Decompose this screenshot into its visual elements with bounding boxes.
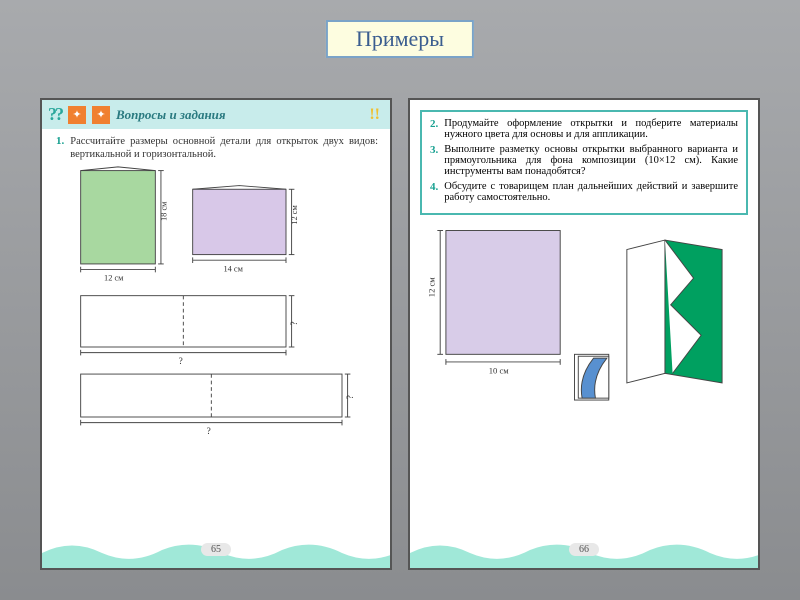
- svg-text:12 см: 12 см: [104, 274, 124, 283]
- page-right: 2. Продумайте оформление открытки и подб…: [408, 98, 760, 570]
- question-number: 3.: [430, 144, 438, 177]
- page-left: ?? ✦ ✦ Вопросы и задания !! 1. Рассчитай…: [40, 98, 392, 570]
- pages-container: ?? ✦ ✦ Вопросы и задания !! 1. Рассчитай…: [40, 98, 760, 570]
- page-title: Примеры: [326, 20, 474, 58]
- question-marks-icon: ??: [48, 104, 62, 125]
- question-text: Выполните разметку основы открытки выбра…: [444, 144, 738, 177]
- svg-text:?: ?: [179, 357, 183, 367]
- svg-text:18 см: 18 см: [160, 201, 169, 221]
- page-number: 66: [569, 543, 599, 556]
- question-item: 3. Выполните разметку основы открытки вы…: [430, 144, 738, 177]
- question-item: 4. Обсудите с товарищем план дальнейших …: [430, 181, 738, 203]
- diagram-left: 18 см 12 см 12 см 14: [54, 165, 378, 445]
- question-text: Продумайте оформление открытки и подбери…: [444, 118, 738, 140]
- page-left-header: ?? ✦ ✦ Вопросы и задания !!: [42, 100, 390, 129]
- question-item: 2. Продумайте оформление открытки и подб…: [430, 118, 738, 140]
- header-text: Вопросы и задания: [116, 107, 226, 123]
- svg-text:?: ?: [207, 427, 211, 437]
- question-item: 1. Рассчитайте размеры основной детали д…: [56, 135, 378, 161]
- framed-questions: 2. Продумайте оформление открытки и подб…: [420, 110, 748, 215]
- question-number: 2.: [430, 118, 438, 140]
- diagram-right: 12 см 10 см: [422, 221, 746, 421]
- svg-text:?: ?: [346, 395, 356, 399]
- question-text: Рассчитайте размеры основной детали для …: [70, 135, 378, 161]
- svg-text:14 см: 14 см: [223, 265, 243, 274]
- svg-text:12 см: 12 см: [426, 277, 436, 298]
- page-left-content: 1. Рассчитайте размеры основной детали д…: [42, 129, 390, 161]
- svg-text:?: ?: [290, 322, 300, 326]
- question-text: Обсудите с товарищем план дальнейших дей…: [444, 181, 738, 203]
- svg-text:12 см: 12 см: [290, 205, 299, 225]
- person-icon: ✦: [68, 106, 86, 124]
- question-number: 4.: [430, 181, 438, 203]
- page-number: 65: [201, 543, 231, 556]
- person-icon-2: ✦: [92, 106, 110, 124]
- exclaim-icon: !!: [369, 106, 380, 124]
- svg-text:10 см: 10 см: [489, 365, 510, 375]
- question-number: 1.: [56, 135, 64, 161]
